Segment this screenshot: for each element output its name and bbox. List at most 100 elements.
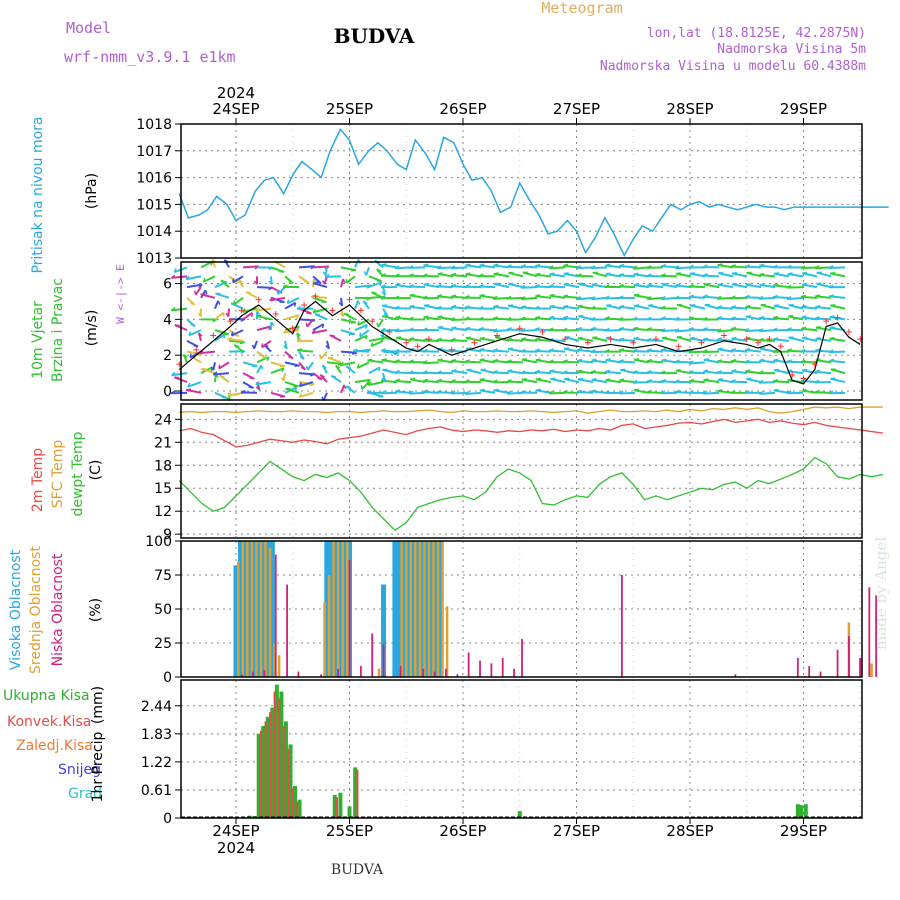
wind-arrow <box>661 349 678 353</box>
wind-arrow-head <box>758 370 764 374</box>
wind-arrow-head <box>329 334 335 337</box>
wind-arrow <box>549 316 566 321</box>
wind-arrow <box>451 369 468 375</box>
precip-conv-bar <box>336 797 339 818</box>
wind-arrow-head <box>688 378 694 382</box>
wind-arrow <box>507 391 524 395</box>
wind-arrow-head <box>646 358 653 362</box>
wind-arrow <box>437 285 454 289</box>
wind-arrow-head <box>423 315 429 318</box>
wind-arrow <box>437 295 454 299</box>
wind-arrow-head <box>830 271 836 275</box>
y-tick-label: 1015 <box>136 197 172 213</box>
cloud-high-bar <box>247 541 253 677</box>
wind-arrow-head <box>520 327 526 332</box>
wind-arrow <box>256 325 272 332</box>
wind-arrow <box>549 391 566 395</box>
wind-arrow-head <box>520 370 526 374</box>
wind-arrow <box>745 296 762 299</box>
y-tick-label: 1016 <box>136 171 172 187</box>
wind-arrow-head <box>786 390 792 394</box>
wind-arrow <box>690 304 706 310</box>
precip-legend-hail: Grad <box>68 786 102 802</box>
wind-arrow-head <box>591 358 597 362</box>
wind-arrow <box>619 264 636 269</box>
wind-arrow <box>731 306 748 310</box>
wind-arrow-head <box>451 304 457 308</box>
wind-arrow <box>521 329 538 332</box>
wind-arrow-head <box>577 336 583 340</box>
wind-arrow-head <box>535 358 541 361</box>
wind-arrow <box>451 266 468 270</box>
wind-arrow <box>437 379 454 384</box>
cloud-high-bar <box>328 541 334 677</box>
wind-arrow <box>357 361 370 369</box>
wind-arrow <box>802 272 818 278</box>
wind-arrow <box>214 333 226 342</box>
wind-arrow <box>577 296 594 301</box>
wind-arrow-head <box>197 312 202 318</box>
wind-arrow <box>661 329 678 333</box>
wind-arrow <box>367 381 384 387</box>
wind-arrow <box>508 282 524 289</box>
wind-arrow-head <box>395 315 401 319</box>
wind-arrow-head <box>604 316 610 320</box>
wind-arrow <box>284 314 299 321</box>
cloud-low-bar <box>422 668 425 677</box>
wind-arrow <box>633 389 650 394</box>
wind-arrow-head <box>493 388 499 391</box>
wind-arrow <box>423 379 440 384</box>
panel-bg <box>181 124 862 258</box>
wind-arrow <box>703 391 720 395</box>
precip-total-bar <box>297 799 302 818</box>
wind-arrow <box>395 329 412 333</box>
wind-arrow <box>535 389 552 394</box>
precip-ylabel: 1hr Precip <box>90 732 106 803</box>
wind-arrow <box>619 338 636 342</box>
cloud-mid-bar <box>405 541 408 677</box>
wind-arrow-head <box>632 316 638 321</box>
wind-arrow <box>563 316 580 321</box>
wind-arrow-head <box>760 347 766 350</box>
wind-arrow <box>564 377 580 384</box>
wind-arrow-head <box>576 265 582 269</box>
wind-arrow <box>493 349 510 353</box>
wind-arrow <box>437 359 454 364</box>
wind-arrow <box>829 295 846 299</box>
wind-arrow-head <box>549 369 555 372</box>
wind-arrow-head <box>535 377 542 380</box>
wind-arrow <box>535 264 552 269</box>
cloud-mid-bar <box>870 663 873 677</box>
wind-arrow-head <box>381 377 386 382</box>
wind-arrow <box>451 327 468 332</box>
wind-arrow <box>773 296 790 299</box>
cloud-low-bar <box>621 575 623 677</box>
wind-arrow-head <box>322 271 327 276</box>
wind-arrow <box>277 286 286 295</box>
wind-arrow-head <box>331 374 337 378</box>
wind-arrow <box>451 359 468 364</box>
wind-arrow-head <box>296 338 302 342</box>
wind-arrow-head <box>300 366 306 371</box>
wind-arrow <box>507 370 524 375</box>
wind-arrow <box>578 315 594 321</box>
cloud-high-bar <box>238 541 244 677</box>
precip-total-bar <box>803 804 808 818</box>
wind-arrow-head <box>190 302 196 306</box>
wind-arrow-head <box>319 354 322 360</box>
wind-arrow <box>731 337 748 342</box>
wind-arrow-head <box>183 353 188 359</box>
wind-arrow-head <box>577 377 584 380</box>
wind-arrow-head <box>507 347 513 350</box>
cloud-low-bar <box>286 584 288 677</box>
wind-arrow <box>423 264 440 269</box>
wind-arrow <box>745 349 762 353</box>
wind-arrow-head <box>717 378 723 381</box>
wind-arrow-head <box>464 294 470 299</box>
y-tick-label: 24 <box>154 412 172 428</box>
wind-arrow-head <box>187 382 191 388</box>
wind-arrow-head <box>717 389 723 392</box>
wind-arrow-head <box>305 322 308 327</box>
wind-arrow-head <box>478 305 484 310</box>
wind-arrow-head <box>357 321 360 326</box>
